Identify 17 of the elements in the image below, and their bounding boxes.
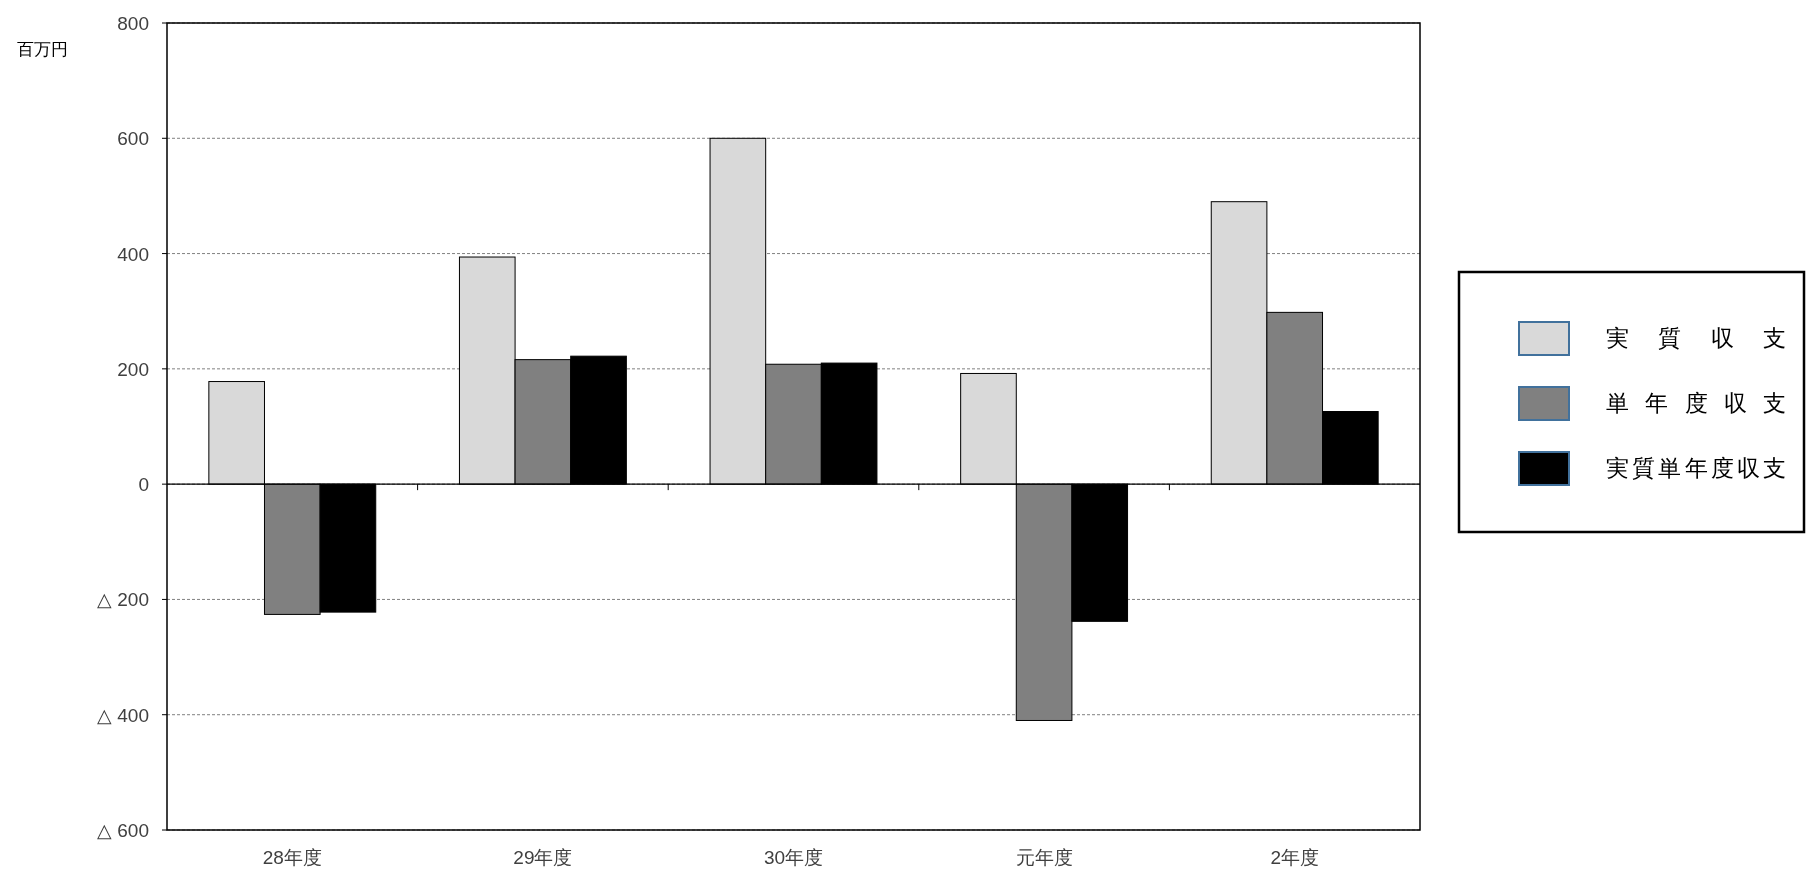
- y-tick-label: △ 600: [97, 820, 149, 841]
- legend-label: 実質収支: [1606, 325, 1786, 351]
- y-tick-label: △ 400: [97, 704, 149, 726]
- y-tick-label: 400: [117, 243, 149, 265]
- x-tick-label: 2年度: [1270, 847, 1319, 868]
- legend-label: 実質単年度収支: [1606, 455, 1786, 481]
- y-tick-label: △ 200: [97, 589, 149, 611]
- y-tick-label: 800: [117, 13, 149, 34]
- y-tick-label: 600: [117, 128, 149, 150]
- y-axis-title: 百万円: [17, 40, 68, 59]
- y-tick-label: 0: [138, 474, 149, 496]
- legend-label: 単年度収支: [1606, 390, 1786, 416]
- y-tick-label: 200: [117, 358, 149, 380]
- x-tick-label: 29年度: [513, 847, 573, 868]
- x-tick-label: 元年度: [1015, 847, 1073, 868]
- x-tick-label: 30年度: [763, 847, 824, 868]
- x-tick-label: 28年度: [262, 847, 322, 868]
